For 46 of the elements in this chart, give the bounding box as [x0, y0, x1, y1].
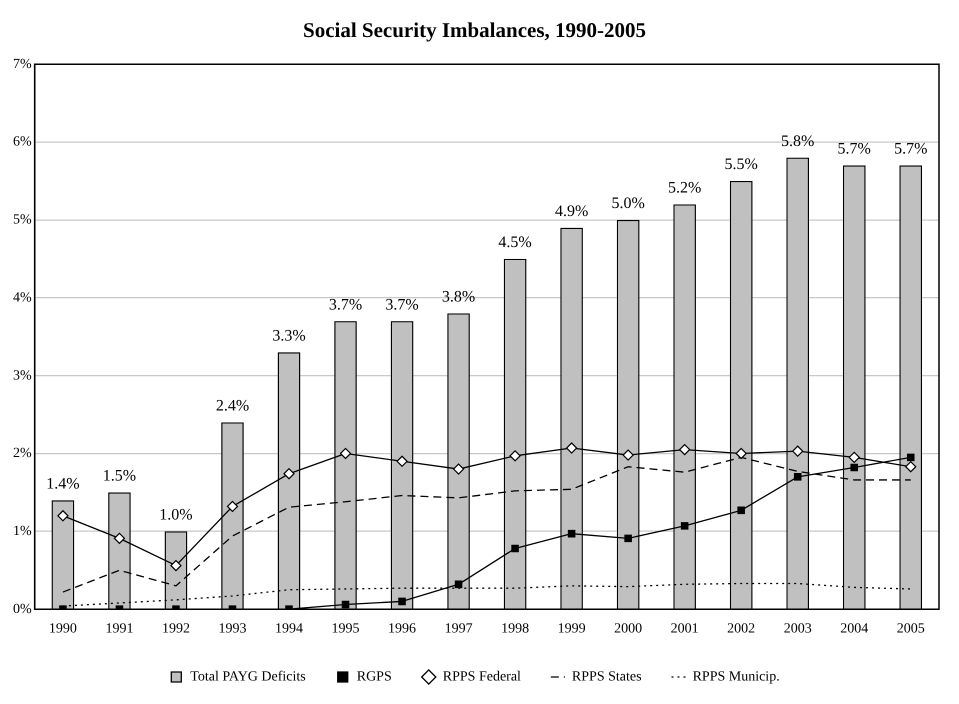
x-tick-label: 2000 — [614, 621, 642, 636]
x-tick-label: 2002 — [727, 621, 756, 636]
x-tick-label: 1994 — [275, 621, 304, 636]
data-label: 1.4% — [46, 475, 80, 492]
data-label: 4.5% — [498, 234, 532, 252]
data-label: 4.9% — [554, 202, 588, 220]
x-tick-label: 1997 — [444, 621, 473, 636]
x-tick-label: 1996 — [388, 621, 416, 636]
legend-label: Total PAYG Deficits — [190, 670, 306, 685]
x-tick-label: 2004 — [840, 621, 868, 636]
x-tick-label: 2003 — [784, 621, 812, 636]
legend-label: RPPS States — [572, 670, 642, 685]
data-label: 2.4% — [216, 398, 250, 415]
x-tick-label: 1993 — [218, 621, 246, 636]
y-tick-label: 7% — [12, 56, 32, 72]
data-label: 5.8% — [781, 132, 814, 150]
x-tick-label: 1999 — [558, 621, 586, 636]
data-label: 3.3% — [272, 327, 306, 344]
data-label: 3.8% — [442, 288, 476, 306]
x-tick-label: 2005 — [896, 621, 925, 636]
x-tick-label: 1992 — [162, 621, 190, 636]
y-tick-label: 4% — [12, 290, 32, 306]
data-label: 1.5% — [102, 468, 136, 485]
x-tick-label: 2001 — [670, 621, 699, 636]
x-tick-label: 1998 — [501, 621, 530, 636]
y-tick-label: 3% — [12, 368, 32, 384]
data-label: 1.0% — [159, 506, 193, 524]
data-label: 5.2% — [668, 180, 702, 197]
legend-label: RGPS — [356, 670, 392, 685]
y-tick-label: 6% — [12, 134, 32, 150]
data-label: 5.5% — [724, 156, 758, 174]
y-tick-label: 5% — [12, 212, 32, 228]
data-label: 3.7% — [328, 296, 362, 314]
y-tick-label: 2% — [12, 446, 32, 462]
data-label: 5.7% — [838, 140, 871, 158]
y-tick-label: 0% — [12, 602, 32, 617]
x-tick-label: 1991 — [105, 621, 134, 636]
data-label: 5.0% — [611, 195, 645, 212]
legend-label: RPPS Federal — [442, 670, 522, 685]
y-tick-label: 1% — [12, 524, 32, 540]
chart-title: Social Security Imbalances, 1990-2005 — [303, 18, 646, 42]
x-tick-label: 1990 — [48, 621, 77, 636]
data-label: 3.7% — [385, 296, 419, 314]
legend-label: RPPS Municip. — [692, 670, 780, 685]
x-tick-label: 1995 — [332, 621, 360, 636]
data-label: 5.7% — [894, 140, 928, 158]
